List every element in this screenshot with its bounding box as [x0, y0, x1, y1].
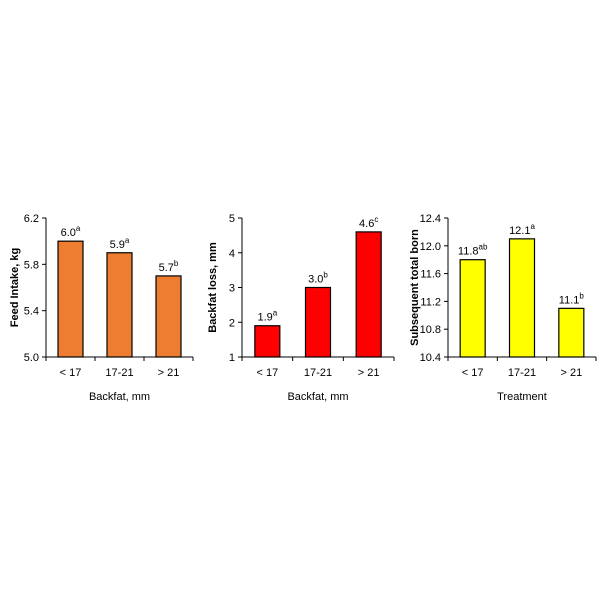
- bar: [155, 275, 182, 358]
- y-tick-label: 4: [229, 248, 235, 260]
- chart-2: 1 2 3 4 5 1.9a < 17 3.0b 17-21 4.6c > 21 Backfat, m…: [207, 213, 395, 403]
- y-tick-label: 6.2: [24, 213, 39, 225]
- y-axis-label: Feed Intake, kg: [9, 248, 21, 327]
- x-tick-label: > 21: [158, 367, 180, 379]
- chart-3: 10.4 10.8 11.2 11.6 12.0 12.4 11.8ab < 17 12.1a 1…: [409, 213, 597, 403]
- y-tick-label: 10.4: [420, 352, 441, 364]
- y-tick-label: 5.4: [24, 306, 39, 318]
- data-label: 12.1a: [509, 222, 535, 237]
- bar: [355, 231, 382, 358]
- x-axis-label: Backfat, mm: [287, 391, 348, 403]
- bar: [459, 259, 486, 358]
- y-tick-label: 11.6: [420, 269, 441, 281]
- data-label: 11.8ab: [458, 243, 488, 258]
- y-tick-label: 12.4: [420, 213, 441, 225]
- data-label: 11.1b: [559, 291, 585, 306]
- y-tick-label: 2: [229, 317, 235, 329]
- y-tick-label: 5: [229, 213, 235, 225]
- x-tick-label: 17-21: [105, 367, 133, 379]
- bar: [508, 238, 536, 358]
- bar: [558, 307, 585, 358]
- data-label: 5.9a: [110, 236, 130, 251]
- x-tick-label: 17-21: [304, 367, 332, 379]
- y-axis-label: Subsequent total born: [409, 229, 421, 346]
- x-tick-label: 17-21: [508, 367, 536, 379]
- bar: [254, 325, 281, 358]
- x-tick-label: < 17: [256, 367, 278, 379]
- x-tick-label: < 17: [60, 367, 82, 379]
- x-axis-label: Treatment: [497, 391, 547, 403]
- y-tick-label: 10.8: [420, 324, 441, 336]
- x-tick-label: > 21: [358, 367, 380, 379]
- bar: [304, 286, 332, 358]
- y-tick-label: 1: [229, 352, 235, 364]
- y-axis-label: Backfat loss, mm: [207, 242, 219, 333]
- data-label: 3.0b: [308, 271, 328, 286]
- bar: [57, 240, 84, 358]
- y-tick-label: 3: [229, 283, 235, 295]
- x-axis-label: Backfat, mm: [89, 391, 150, 403]
- data-label: 1.9a: [257, 309, 277, 324]
- data-label: 5.7b: [159, 259, 179, 274]
- x-tick-label: < 17: [462, 367, 484, 379]
- y-tick-label: 5.0: [24, 352, 39, 364]
- chart-1: 5.0 5.4 5.8 6.2 6.0a < 17 5.9a 17-21 5.7b > 21 Bac…: [9, 213, 194, 403]
- data-label: 4.6c: [359, 215, 378, 230]
- bar: [106, 252, 133, 358]
- x-tick-label: > 21: [560, 367, 582, 379]
- y-tick-label: 11.2: [420, 296, 441, 308]
- y-tick-label: 5.8: [24, 259, 39, 271]
- y-tick-label: 12.0: [420, 241, 441, 253]
- data-label: 6.0a: [61, 224, 81, 239]
